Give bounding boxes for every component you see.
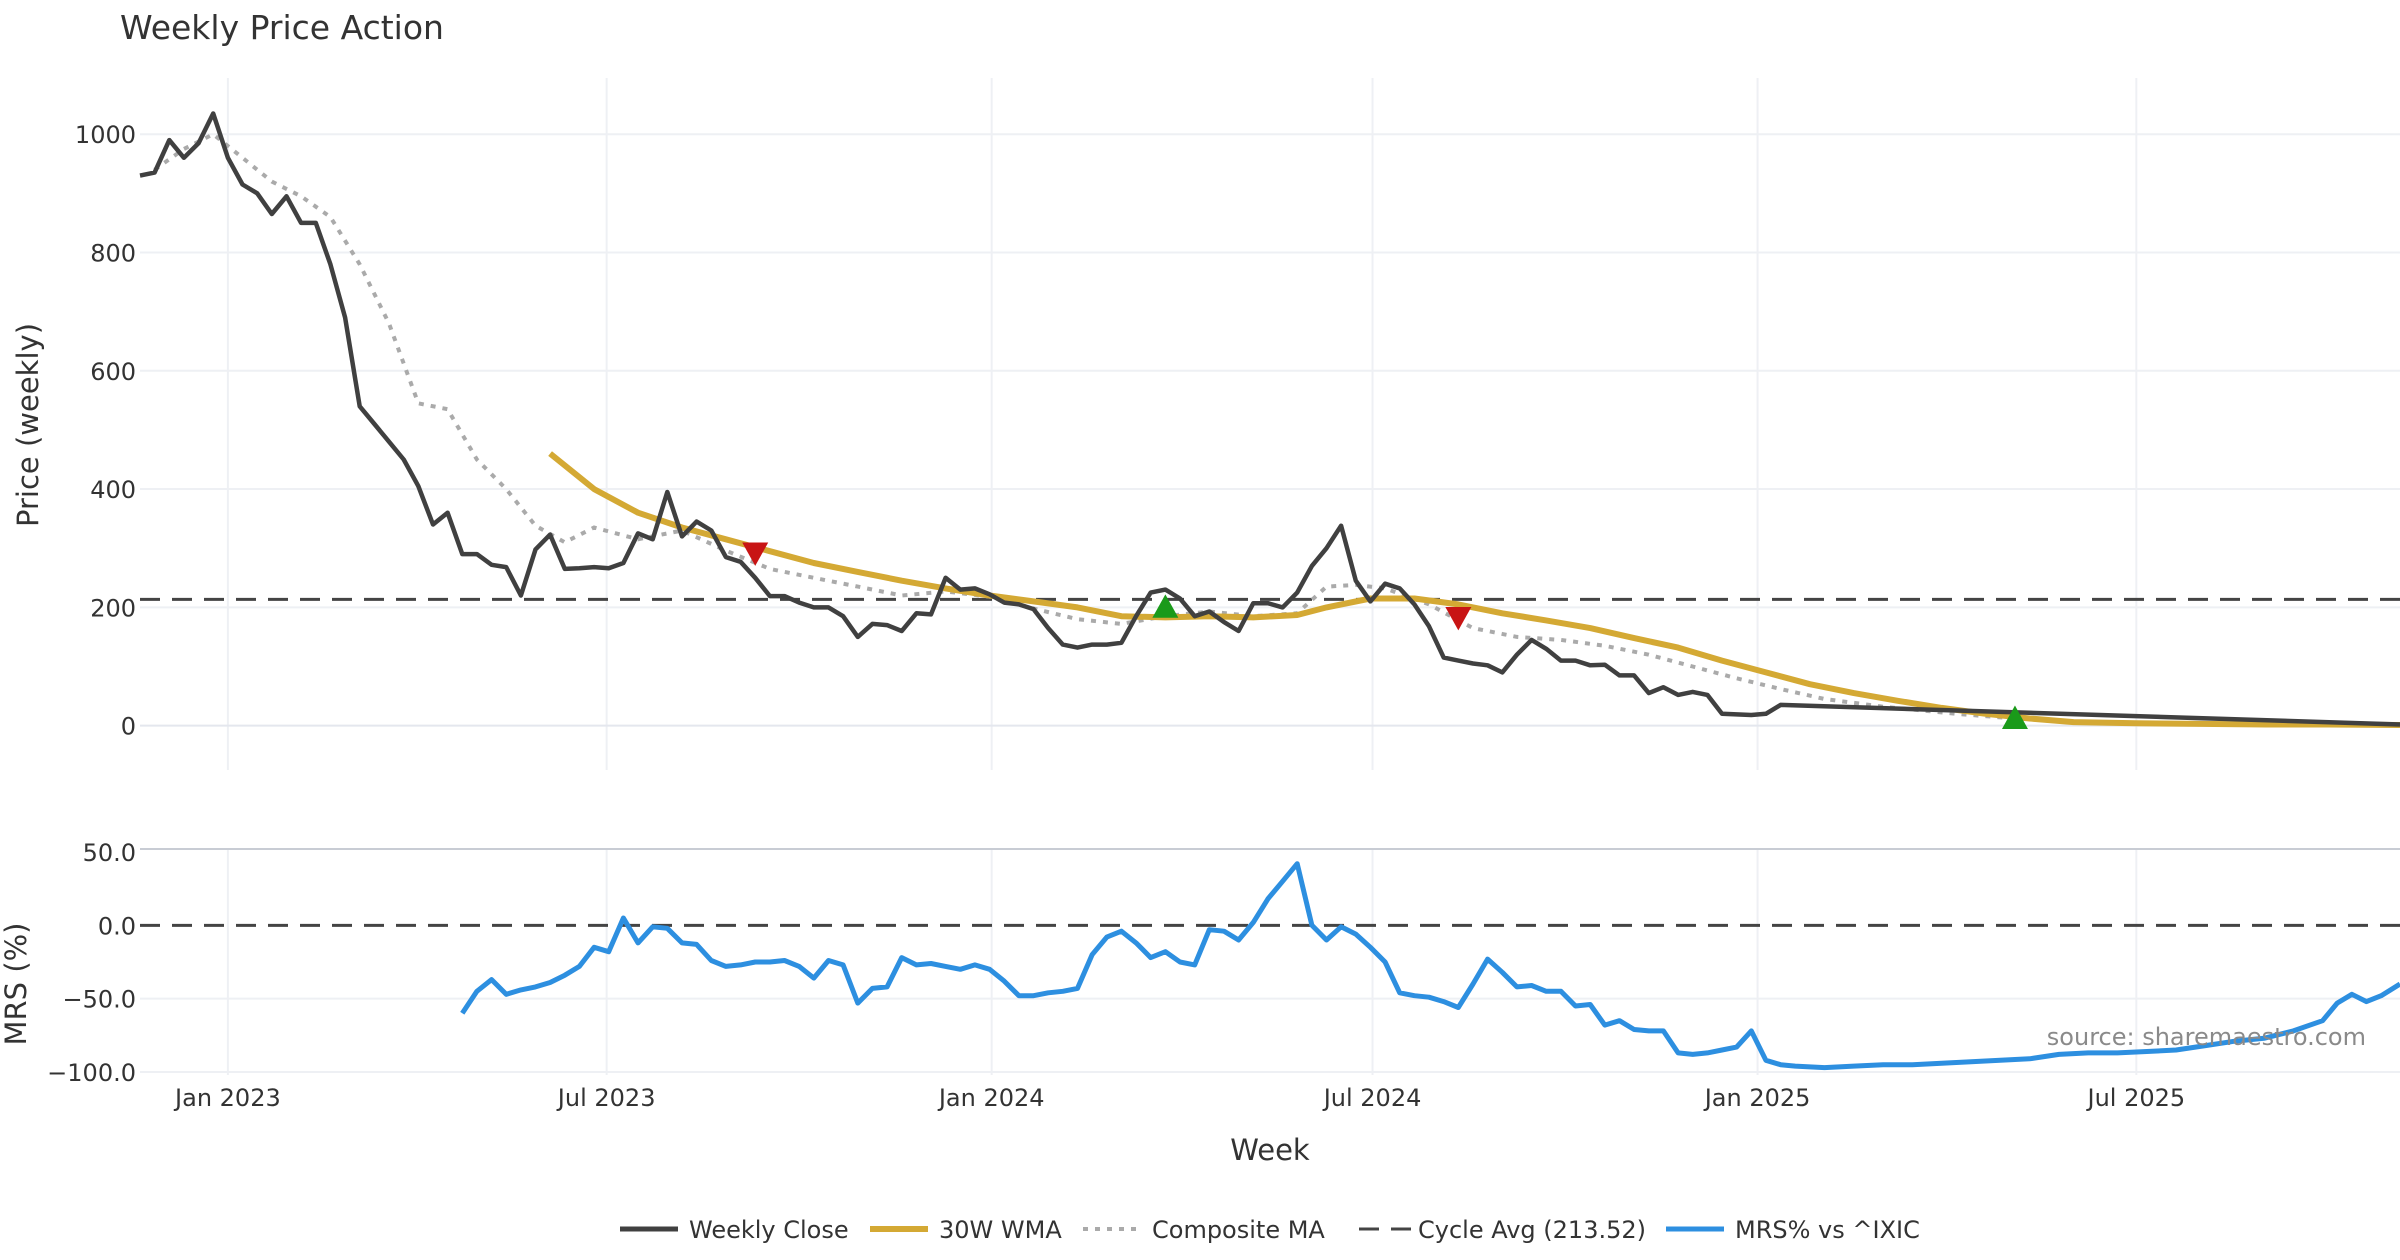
buy-signal-marker-1 bbox=[1152, 594, 1179, 618]
price-y-tick-400: 400 bbox=[90, 476, 136, 504]
mrs-gridlines bbox=[140, 849, 2400, 1075]
price-y-tick-0: 0 bbox=[121, 713, 136, 741]
mrs-y-tick-0: 0.0 bbox=[98, 912, 136, 940]
price-y-tick-600: 600 bbox=[90, 358, 136, 386]
mrs-y-tick-minus100: −100.0 bbox=[47, 1059, 136, 1087]
buy-signal-marker-3 bbox=[2001, 705, 2028, 729]
x-tick-jan-2025: Jan 2025 bbox=[1703, 1084, 1811, 1112]
mrs-series bbox=[460, 861, 2400, 1071]
chart-title: Weekly Price Action bbox=[120, 8, 444, 47]
price-gridlines bbox=[140, 78, 2400, 770]
price-y-ticks: 0 200 400 600 800 1000 bbox=[75, 121, 136, 740]
mrs-y-tick-50: 50.0 bbox=[83, 839, 136, 867]
legend-label-composite: Composite MA bbox=[1152, 1216, 1325, 1244]
wma-30w-series bbox=[548, 451, 2400, 728]
x-tick-jul-2024: Jul 2024 bbox=[1322, 1084, 1422, 1112]
composite-ma-series bbox=[153, 131, 2400, 727]
mrs-panel: −100.0 −50.0 0.0 50.0 MRS (%) source: sh… bbox=[0, 839, 2400, 1087]
legend: Weekly Close 30W WMA Composite MA Cycle … bbox=[620, 1216, 1920, 1244]
price-y-axis-title: Price (weekly) bbox=[11, 323, 45, 527]
mrs-y-tick-minus50: −50.0 bbox=[62, 986, 136, 1014]
x-ticks: Jan 2023 Jul 2023 Jan 2024 Jul 2024 Jan … bbox=[173, 1084, 2185, 1112]
x-tick-jul-2025: Jul 2025 bbox=[2085, 1084, 2185, 1112]
x-tick-jan-2023: Jan 2023 bbox=[173, 1084, 281, 1112]
x-tick-jan-2024: Jan 2024 bbox=[937, 1084, 1045, 1112]
mrs-y-axis-title: MRS (%) bbox=[0, 923, 33, 1046]
sell-signal-marker-0 bbox=[742, 542, 769, 566]
price-y-tick-200: 200 bbox=[90, 594, 136, 622]
signal-markers bbox=[742, 542, 2028, 729]
x-tick-jul-2023: Jul 2023 bbox=[556, 1084, 656, 1112]
x-axis-title: Week bbox=[1230, 1133, 1310, 1167]
price-panel: 0 200 400 600 800 1000 Price (weekly) bbox=[11, 78, 2400, 770]
weekly-close-series bbox=[139, 111, 2400, 727]
source-note: source: sharemaestro.com bbox=[2047, 1023, 2366, 1051]
price-y-tick-1000: 1000 bbox=[75, 121, 136, 149]
legend-label-mrs: MRS% vs ^IXIC bbox=[1735, 1216, 1920, 1244]
sell-signal-marker-2 bbox=[1445, 607, 1472, 631]
price-y-tick-800: 800 bbox=[90, 239, 136, 267]
mrs-y-ticks: −100.0 −50.0 0.0 50.0 bbox=[47, 839, 136, 1087]
legend-label-wma: 30W WMA bbox=[939, 1216, 1062, 1244]
legend-label-cycle-avg: Cycle Avg (213.52) bbox=[1418, 1216, 1646, 1244]
legend-label-weekly-close: Weekly Close bbox=[689, 1216, 849, 1244]
